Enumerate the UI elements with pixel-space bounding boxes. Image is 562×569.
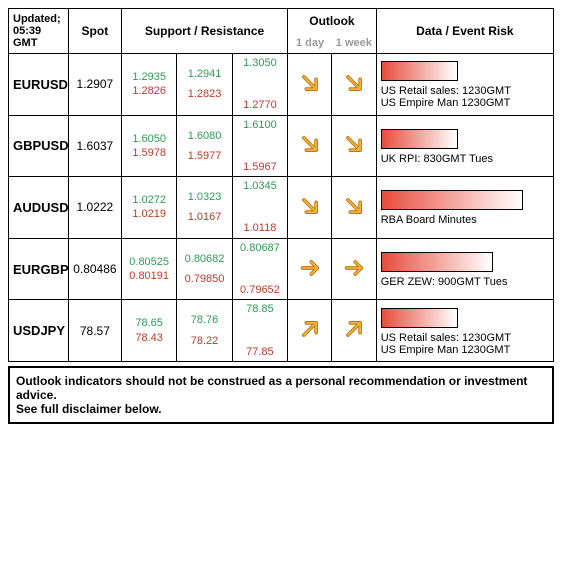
header-1day: 1 day xyxy=(288,32,332,53)
risk-cell: US Retail sales: 1230GMTUS Empire Man 12… xyxy=(376,54,553,116)
risk-cell: GER ZEW: 900GMT Tues xyxy=(376,238,553,300)
sr-level-3: 1.03451.0118 xyxy=(232,177,287,239)
pair-label: GBPUSD xyxy=(9,115,69,177)
risk-bar xyxy=(381,190,523,210)
sr-level-1: 1.29351.2826 xyxy=(121,54,176,116)
outlook-arrow-down-right xyxy=(343,195,365,217)
outlook-1week xyxy=(332,54,376,116)
spot-value: 1.0222 xyxy=(68,177,121,239)
spot-value: 1.2907 xyxy=(68,54,121,116)
risk-bar xyxy=(381,252,493,272)
sr-level-1: 0.805250.80191 xyxy=(121,238,176,300)
header-risk: Data / Event Risk xyxy=(376,9,553,54)
pair-label: EURGBP xyxy=(9,238,69,300)
header-outlook: Outlook xyxy=(288,9,377,33)
sr-level-3: 1.61001.5967 xyxy=(232,115,287,177)
risk-cell: RBA Board Minutes xyxy=(376,177,553,239)
sr-level-2: 1.29411.2823 xyxy=(177,54,232,116)
outlook-1day xyxy=(288,177,332,239)
outlook-arrow-up-right xyxy=(343,318,365,340)
header-1week: 1 week xyxy=(332,32,376,53)
pair-label: AUDUSD xyxy=(9,177,69,239)
sr-level-2: 0.806820.79850 xyxy=(177,238,232,300)
outlook-1week xyxy=(332,177,376,239)
pair-label: EURUSD xyxy=(9,54,69,116)
table-row: EURGBP0.804860.805250.801910.806820.7985… xyxy=(9,238,554,300)
outlook-arrow-right xyxy=(343,257,365,279)
outlook-1day xyxy=(288,115,332,177)
outlook-1day xyxy=(288,300,332,362)
risk-bar xyxy=(381,308,458,328)
outlook-arrow-down-right xyxy=(343,72,365,94)
sr-level-3: 78.8577.85 xyxy=(232,300,287,362)
risk-bar xyxy=(381,61,458,81)
outlook-1day xyxy=(288,238,332,300)
table-row: AUDUSD1.02221.02721.02191.03231.01671.03… xyxy=(9,177,554,239)
table-row: EURUSD1.29071.29351.28261.29411.28231.30… xyxy=(9,54,554,116)
spot-value: 1.6037 xyxy=(68,115,121,177)
fx-table: Updated; 05:39 GMT Spot Support / Resist… xyxy=(8,8,554,362)
sr-level-1: 1.60501.5978 xyxy=(121,115,176,177)
sr-level-2: 1.03231.0167 xyxy=(177,177,232,239)
disclaimer: Outlook indicators should not be constru… xyxy=(8,366,554,424)
sr-level-2: 1.60801.5977 xyxy=(177,115,232,177)
outlook-1week xyxy=(332,238,376,300)
header-spot: Spot xyxy=(68,9,121,54)
sr-level-2: 78.7678.22 xyxy=(177,300,232,362)
outlook-arrow-down-right xyxy=(343,133,365,155)
table-row: USDJPY78.5778.6578.4378.7678.2278.8577.8… xyxy=(9,300,554,362)
pair-label: USDJPY xyxy=(9,300,69,362)
sr-level-3: 0.806870.79652 xyxy=(232,238,287,300)
outlook-1week xyxy=(332,115,376,177)
sr-level-3: 1.30501.2770 xyxy=(232,54,287,116)
table-row: GBPUSD1.60371.60501.59781.60801.59771.61… xyxy=(9,115,554,177)
header-updated: Updated; 05:39 GMT xyxy=(9,9,69,54)
risk-cell: UK RPI: 830GMT Tues xyxy=(376,115,553,177)
outlook-arrow-down-right xyxy=(299,133,321,155)
outlook-arrow-right xyxy=(299,257,321,279)
spot-value: 78.57 xyxy=(68,300,121,362)
header-sr: Support / Resistance xyxy=(121,9,287,54)
risk-cell: US Retail sales: 1230GMTUS Empire Man 12… xyxy=(376,300,553,362)
outlook-arrow-down-right xyxy=(299,195,321,217)
risk-bar xyxy=(381,129,458,149)
spot-value: 0.80486 xyxy=(68,238,121,300)
outlook-arrow-up-right xyxy=(299,318,321,340)
sr-level-1: 78.6578.43 xyxy=(121,300,176,362)
outlook-1day xyxy=(288,54,332,116)
outlook-arrow-down-right xyxy=(299,72,321,94)
outlook-1week xyxy=(332,300,376,362)
sr-level-1: 1.02721.0219 xyxy=(121,177,176,239)
